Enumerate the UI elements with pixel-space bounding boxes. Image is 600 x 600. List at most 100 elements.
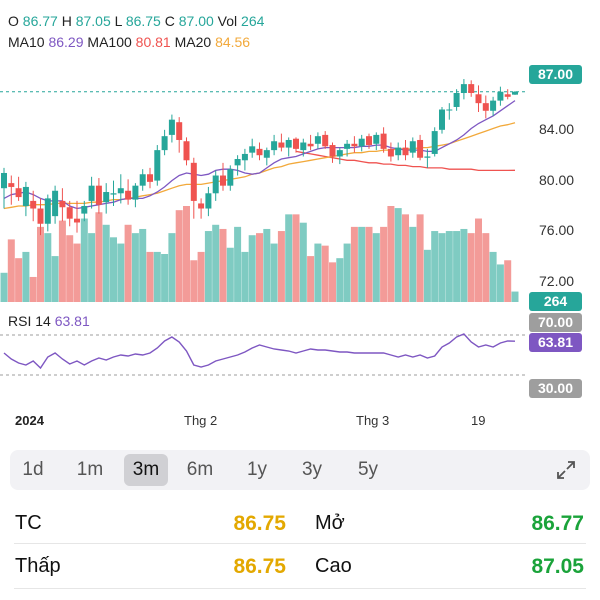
volume-bar	[431, 231, 439, 302]
volume-bar	[7, 239, 15, 302]
candle-body	[380, 133, 387, 149]
candle-body	[271, 141, 278, 151]
candle-body	[30, 200, 37, 209]
period-button-3y[interactable]: 3y	[301, 459, 323, 480]
volume-bar	[358, 226, 366, 302]
volume-bar	[161, 254, 169, 302]
volume-bar	[15, 258, 23, 302]
volume-bar	[314, 243, 322, 302]
ohlc-value: 87.05	[75, 13, 111, 29]
candle-body	[183, 141, 190, 161]
volume-bar	[73, 243, 81, 302]
rsi-line	[3, 333, 516, 370]
ma-key: MA10	[8, 34, 49, 50]
candle-body	[468, 84, 475, 94]
period-button-5y[interactable]: 5y	[357, 459, 379, 480]
candle-body	[132, 185, 139, 200]
volume-bar	[29, 276, 37, 302]
candle-body	[220, 175, 226, 186]
volume-bar	[168, 233, 176, 302]
volume-bar	[51, 256, 59, 302]
candle-body	[15, 188, 22, 198]
stat-label-low: Thấp	[15, 555, 61, 577]
rsi-label: RSI 14	[8, 313, 51, 329]
x-label-feb: Thg 2	[184, 413, 218, 428]
volume-bar	[482, 233, 490, 302]
volume-bar	[58, 220, 66, 302]
volume-bar	[365, 226, 373, 302]
volume-bar	[460, 228, 468, 302]
ma-key: MA20	[170, 34, 216, 50]
volume-bar	[212, 224, 220, 302]
ohlc-value: 87.00	[178, 13, 214, 29]
x-label-mar: Thg 3	[356, 413, 390, 428]
volume-bar	[234, 226, 242, 302]
ma-value: 86.29	[48, 34, 84, 50]
volume-bar	[175, 210, 183, 302]
period-button-3m[interactable]: 3m	[124, 454, 168, 486]
ma10-line	[3, 100, 516, 210]
volume-bar	[256, 233, 263, 302]
volume-bar	[110, 237, 117, 302]
expand-icon[interactable]	[555, 459, 577, 481]
candle-body	[278, 142, 285, 148]
volume-bar	[467, 233, 475, 302]
candle-body	[52, 190, 59, 217]
candle-body	[424, 156, 431, 158]
volume-bar	[88, 233, 96, 302]
volume-bar	[22, 251, 30, 302]
volume-bar	[475, 218, 482, 302]
rsi-upper-tag: 70.00	[529, 313, 582, 332]
candle-body	[147, 174, 153, 182]
candle-body	[439, 109, 445, 130]
candle-body	[117, 188, 124, 194]
volume-bar	[496, 264, 504, 302]
candle-body	[22, 186, 29, 206]
volume-bar	[387, 206, 395, 302]
volume-bar	[402, 214, 409, 302]
candle-body	[387, 148, 394, 157]
period-button-1y[interactable]: 1y	[246, 459, 268, 480]
stat-value-high: 87.05	[531, 555, 584, 578]
volume-bar	[292, 214, 300, 302]
price-chart[interactable]	[0, 0, 600, 405]
stat-value-low: 86.75	[233, 555, 286, 578]
volume-bar	[416, 214, 424, 302]
volume-tag: 264	[529, 292, 582, 311]
volume-bar	[226, 247, 234, 302]
ohlc-value: 86.77	[22, 13, 58, 29]
candle-body	[88, 185, 95, 201]
x-label-19: 19	[471, 413, 486, 428]
x-label-year: 2024	[15, 413, 44, 428]
rsi-legend: RSI 14 63.81	[8, 313, 90, 329]
volume-bar	[489, 251, 497, 302]
period-button-1m[interactable]: 1m	[76, 459, 104, 480]
volume-bar	[350, 226, 358, 302]
ohlc-value: 264	[241, 13, 265, 29]
volume-bar	[336, 258, 344, 302]
volume-bar	[511, 291, 519, 302]
volume-bar	[321, 245, 329, 302]
volume-bar	[124, 224, 132, 302]
volume-bar	[329, 262, 336, 302]
volume-bar	[307, 256, 315, 302]
volume-bar	[263, 228, 271, 302]
candle-body	[103, 192, 110, 203]
volume-bar	[248, 235, 256, 302]
candle-body	[139, 174, 146, 186]
volume-bar	[270, 243, 278, 302]
candle-body	[314, 136, 321, 144]
candle-body	[395, 147, 402, 156]
candle-body	[373, 134, 380, 144]
candle-body	[74, 218, 80, 223]
candle-body	[241, 153, 248, 161]
candle-body	[168, 119, 175, 135]
candle-body	[66, 207, 73, 219]
volume-bar	[66, 235, 74, 302]
volume-bar	[146, 251, 154, 302]
candle-body	[1, 172, 7, 189]
volume-bar	[219, 228, 227, 302]
period-button-6m[interactable]: 6m	[186, 459, 214, 480]
stat-label-high: Cao	[315, 555, 352, 577]
period-button-1d[interactable]: 1d	[22, 459, 44, 480]
